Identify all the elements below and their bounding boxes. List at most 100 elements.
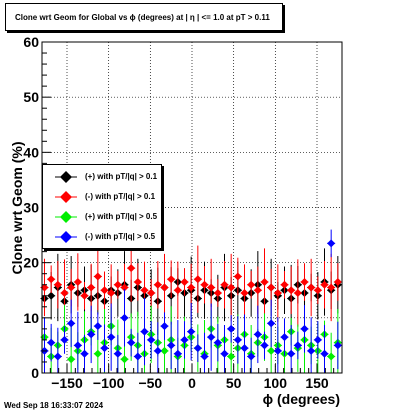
data-point [327,352,336,361]
data-point [240,289,249,298]
data-point [147,289,156,298]
data-point [60,335,69,344]
data-point [53,280,62,289]
data-point [207,333,216,342]
data-point [213,289,222,298]
data-point [167,341,176,350]
data-point [67,283,76,292]
data-point [173,286,182,295]
data-point [233,335,242,344]
legend-label: (+) with pT/|q| > 0.5 [85,212,158,221]
legend-label: (+) with pT/|q| > 0.1 [85,172,158,181]
data-point [47,338,56,347]
data-point [253,286,262,295]
y-tick-label: 20 [23,255,39,271]
data-point [60,289,69,298]
data-point [200,280,209,289]
data-point [140,327,149,336]
y-tick-label: 50 [23,89,39,105]
data-point [93,272,102,281]
data-point [313,335,322,344]
data-point [293,289,302,298]
data-point [320,280,329,289]
data-point [160,283,169,292]
data-point [47,275,56,284]
data-point [207,283,216,292]
data-point [327,283,336,292]
legend-entry: (-) with pT/|q| > 0.1 [43,187,161,207]
data-point [300,277,309,286]
data-point [220,280,229,289]
y-axis-label: Clone wrt Geom (%) [9,141,25,275]
data-point [80,349,89,358]
x-tick-label: 150 [305,375,329,391]
data-point [240,344,249,353]
data-point [100,344,109,353]
legend: (+) with pT/|q| > 0.1 (-) with pT/|q| > … [42,164,162,249]
data-point [227,283,236,292]
legend-entry: (+) with pT/|q| > 0.1 [43,167,161,187]
data-point [327,239,336,248]
data-point [273,346,282,355]
data-point [80,291,89,300]
y-tick-label: 10 [23,310,39,326]
data-point [187,327,196,336]
data-point [267,283,276,292]
data-point [293,341,302,350]
data-point [220,349,229,358]
data-point [247,280,256,289]
legend-label: (-) with pT/|q| > 0.1 [85,192,156,201]
x-tick-label: 50 [226,375,242,391]
data-point [260,341,269,350]
data-point [187,283,196,292]
data-point [213,338,222,347]
y-tick-label: 40 [23,144,39,160]
data-point [147,335,156,344]
data-point [267,319,276,328]
data-point [133,277,142,286]
data-point [153,346,162,355]
data-point [333,277,342,286]
chart-title-box: Clone wrt Geom for Global vs ϕ (degrees)… [5,3,283,31]
legend-marker-3 [55,231,77,243]
data-point [227,324,236,333]
data-point [113,280,122,289]
data-point [227,352,236,361]
data-point [127,264,136,273]
chart-title: Clone wrt Geom for Global vs ϕ (degrees)… [15,13,270,22]
data-point [53,352,62,361]
data-point [267,346,276,355]
data-point [67,319,76,328]
data-point [107,333,116,342]
data-point [307,346,316,355]
data-point [113,349,122,358]
data-point [320,349,329,358]
legend-marker-1 [55,191,77,203]
data-point [87,283,96,292]
legend-entry: (+) with pT/|q| > 0.5 [43,207,161,227]
data-point [307,283,316,292]
data-point [300,324,309,333]
data-point [253,330,262,339]
data-point [127,338,136,347]
data-point [200,352,209,361]
data-point [233,272,242,281]
data-point [180,277,189,286]
y-tick-label: 60 [23,34,39,50]
data-point [47,291,56,300]
legend-label: (-) with pT/|q| > 0.5 [85,232,156,241]
data-point [120,283,129,292]
y-tick-label: 30 [23,200,39,216]
data-point [167,275,176,284]
data-point [180,335,189,344]
data-point [160,346,169,355]
legend-entry: (-) with pT/|q| > 0.5 [43,227,161,247]
data-point [247,352,256,361]
data-point [133,352,142,361]
legend-marker-2 [55,211,77,223]
x-tick-label: 0 [188,375,196,391]
data-point [280,333,289,342]
timestamp: Wed Sep 18 16:33:07 2024 [4,401,104,410]
data-point [73,341,82,350]
legend-marker-0 [55,171,77,183]
